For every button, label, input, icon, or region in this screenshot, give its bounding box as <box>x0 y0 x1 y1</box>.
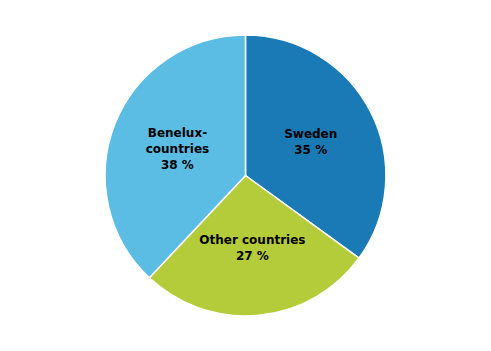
svg-text:27 %: 27 % <box>236 249 269 263</box>
svg-text:38 %: 38 % <box>161 158 194 172</box>
svg-text:35 %: 35 % <box>294 143 327 157</box>
svg-text:countries: countries <box>146 142 210 156</box>
svg-text:Benelux-: Benelux- <box>148 126 207 140</box>
svg-text:Sweden: Sweden <box>284 127 337 141</box>
svg-text:Other countries: Other countries <box>199 233 305 247</box>
